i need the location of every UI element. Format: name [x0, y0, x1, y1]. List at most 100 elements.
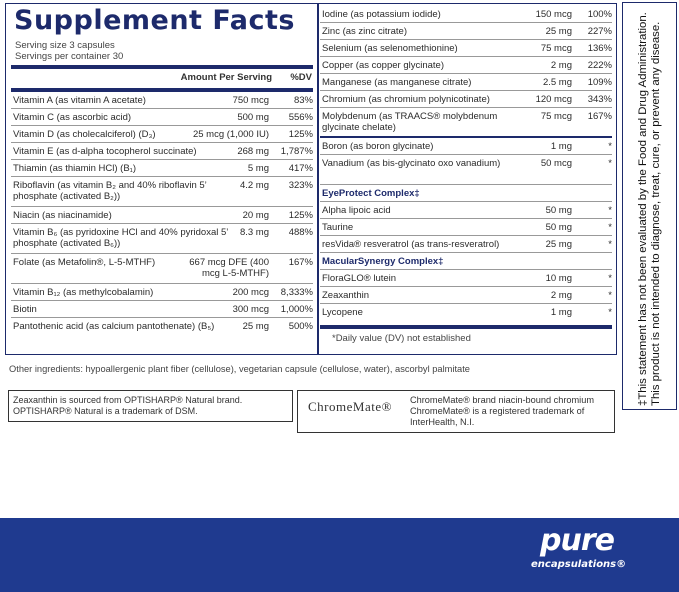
table-row: Alpha lipoic acid 50 mg * — [320, 202, 612, 219]
nutrient-name: Biotin — [13, 304, 37, 315]
nutrient-name: Thiamin (as thiamin HCl) (B₁) — [13, 163, 137, 174]
nutrient-name: Lycopene — [322, 307, 363, 318]
page-title: Supplement Facts — [14, 5, 295, 36]
nutrient-amount: 1 mg — [550, 307, 572, 318]
nutrient-table-right: Iodine (as potassium iodide) 150 mcg 100% Z… — [320, 6, 612, 321]
nutrient-dv: 83% — [293, 95, 313, 106]
nutrient-name: Pantothenic acid (as calcium pantothenat… — [13, 321, 215, 332]
table-row: Taurine 50 mg * — [320, 219, 612, 236]
table-row: FloraGLO® lutein 10 mg * — [320, 270, 612, 287]
nutrient-name: Molybdenum (as TRAACS® molybdenum glycin… — [322, 111, 498, 133]
supplement-facts-panel: Supplement Facts Serving size 3 capsules… — [5, 3, 617, 355]
brand-logo: pure — [540, 523, 615, 558]
nutrient-dv: 488% — [288, 227, 313, 238]
optisharp-note: Zeaxanthin is sourced from OPTISHARP® Na… — [13, 395, 243, 416]
nutrient-dv: * — [608, 239, 612, 250]
nutrient-dv: 125% — [288, 129, 313, 140]
nutrient-name: Chromium (as chromium polynicotinate) — [322, 94, 490, 105]
nutrient-name: Vitamin A (as vitamin A acetate) — [13, 95, 146, 106]
fda-disclaimer: ‡This statement has not been evaluated b… — [636, 12, 662, 406]
nutrient-name: Selenium (as selenomethionine) — [322, 43, 458, 54]
nutrient-amount: 667 mcg DFE (400 mcg L-5-MTHF) — [189, 257, 269, 279]
nutrient-dv: 136% — [587, 43, 612, 54]
nutrient-dv: 323% — [288, 180, 313, 191]
nutrient-name: Vitamin B₆ (as pyridoxine HCl and 40% py… — [13, 227, 229, 249]
nutrient-amount: 2 mg — [550, 290, 572, 301]
table-row: Pantothenic acid (as calcium pantothenat… — [11, 318, 313, 348]
nutrient-name: Vitamin B₁₂ (as methylcobalamin) — [13, 287, 154, 298]
nutrient-name: Vanadium (as bis-glycinato oxo vanadium) — [322, 158, 501, 169]
nutrient-dv: 125% — [288, 210, 313, 221]
nutrient-amount: 75 mcg — [540, 43, 572, 54]
nutrient-name: Vitamin C (as ascorbic acid) — [13, 112, 132, 123]
nutrient-amount: 200 mcg — [232, 287, 269, 298]
thick-rule — [11, 65, 313, 69]
nutrient-amount: 750 mcg — [232, 95, 269, 106]
nutrient-name: Vitamin D (as cholecalciferol) (D₃) — [13, 129, 156, 140]
nutrient-amount: 4.2 mg — [239, 180, 269, 191]
nutrient-amount: 50 mg — [545, 205, 572, 216]
chromemate-note-box: ChromeMate® ChromeMate® brand niacin-bou… — [297, 390, 615, 433]
table-row: Chromium (as chromium polynicotinate) 120… — [320, 91, 612, 108]
nutrient-name: Vitamin E (as d-alpha tocopherol succina… — [13, 146, 197, 157]
nutrient-name: Taurine — [322, 222, 354, 233]
nutrient-dv: 1,787% — [280, 146, 313, 157]
nutrient-amount: 300 mcg — [232, 304, 269, 315]
nutrient-name: Manganese (as manganese citrate) — [322, 77, 472, 88]
table-row: Zinc (as zinc citrate) 25 mg 227% — [320, 23, 612, 40]
nutrient-name: FloraGLO® lutein — [322, 273, 397, 284]
column-divider — [317, 4, 319, 354]
table-row: Vitamin B₆ (as pyridoxine HCl and 40% py… — [11, 224, 313, 254]
table-row: Vitamin A (as vitamin A acetate) 750 mcg 8… — [11, 92, 313, 109]
brand-logo-subtitle: encapsulations® — [531, 559, 627, 570]
nutrient-name: Zeaxanthin — [322, 290, 370, 301]
nutrient-amount: 25 mcg (1,000 IU) — [192, 129, 269, 140]
nutrient-dv: * — [608, 273, 612, 284]
nutrient-dv: 1,000% — [280, 304, 313, 315]
table-row: Biotin 300 mcg 1,000% — [11, 301, 313, 318]
nutrient-dv: 109% — [587, 77, 612, 88]
nutrient-dv: * — [608, 141, 612, 152]
other-ingredients: Other ingredients: hypoallergenic plant … — [9, 364, 470, 374]
optisharp-note-box: Zeaxanthin is sourced from OPTISHARP® Na… — [8, 390, 293, 422]
nutrient-dv: * — [608, 307, 612, 318]
chromemate-logo: ChromeMate® — [308, 399, 392, 414]
nutrient-name: EyeProtect Complex‡ — [322, 188, 420, 199]
table-row: Niacin (as niacinamide) 20 mg 125% — [11, 207, 313, 224]
table-row: Lycopene 1 mg * — [320, 304, 612, 321]
nutrient-name: Boron (as boron glycinate) — [322, 141, 434, 152]
nutrient-dv: 167% — [288, 257, 313, 268]
nutrient-dv: 556% — [288, 112, 313, 123]
servings-per-container: Servings per container 30 — [15, 51, 124, 62]
nutrient-amount: 1 mg — [550, 141, 572, 152]
nutrient-amount: 25 mg — [545, 239, 572, 250]
nutrient-amount: 120 mcg — [535, 94, 572, 105]
nutrient-amount: 268 mg — [237, 146, 269, 157]
table-row: Copper (as copper glycinate) 2 mg 222% — [320, 57, 612, 74]
table-row: Selenium (as selenomethionine) 75 mcg 136% — [320, 40, 612, 57]
dv-header: %DV — [290, 72, 312, 83]
nutrient-dv: * — [608, 205, 612, 216]
table-row: Riboflavin (as vitamin B₂ and 40% ribofl… — [11, 177, 313, 207]
nutrient-name: Riboflavin (as vitamin B₂ and 40% ribofl… — [13, 180, 207, 202]
nutrient-dv: 500% — [288, 321, 313, 332]
nutrient-dv: 343% — [587, 94, 612, 105]
table-row: Vitamin E (as d-alpha tocopherol succina… — [11, 143, 313, 160]
nutrient-amount: 75 mcg — [540, 111, 572, 122]
nutrient-amount: 25 mg — [545, 26, 572, 37]
nutrient-amount: 50 mg — [545, 222, 572, 233]
nutrient-amount: 500 mg — [237, 112, 269, 123]
nutrient-name: resVida® resveratrol (as trans-resveratr… — [322, 239, 500, 250]
serving-size: Serving size 3 capsules — [15, 40, 115, 51]
nutrient-name: Zinc (as zinc citrate) — [322, 26, 407, 37]
chromemate-note: ChromeMate® brand niacin-bound chromium … — [410, 395, 594, 427]
section-heading: MacularSynergy Complex‡ — [320, 253, 612, 270]
nutrient-table-left: Vitamin A (as vitamin A acetate) 750 mcg 8… — [11, 92, 313, 348]
nutrient-amount: 20 mg — [242, 210, 269, 221]
nutrient-amount: 50 mcg — [540, 158, 572, 169]
table-header: Amount Per Serving %DV — [16, 72, 312, 84]
table-row: Folate (as Metafolin®, L-5-MTHF) 667 mcg … — [11, 254, 313, 284]
nutrient-name: Folate (as Metafolin®, L-5-MTHF) — [13, 257, 156, 268]
table-row: Boron (as boron glycinate) 1 mg * — [320, 138, 612, 155]
nutrient-amount: 25 mg — [242, 321, 269, 332]
